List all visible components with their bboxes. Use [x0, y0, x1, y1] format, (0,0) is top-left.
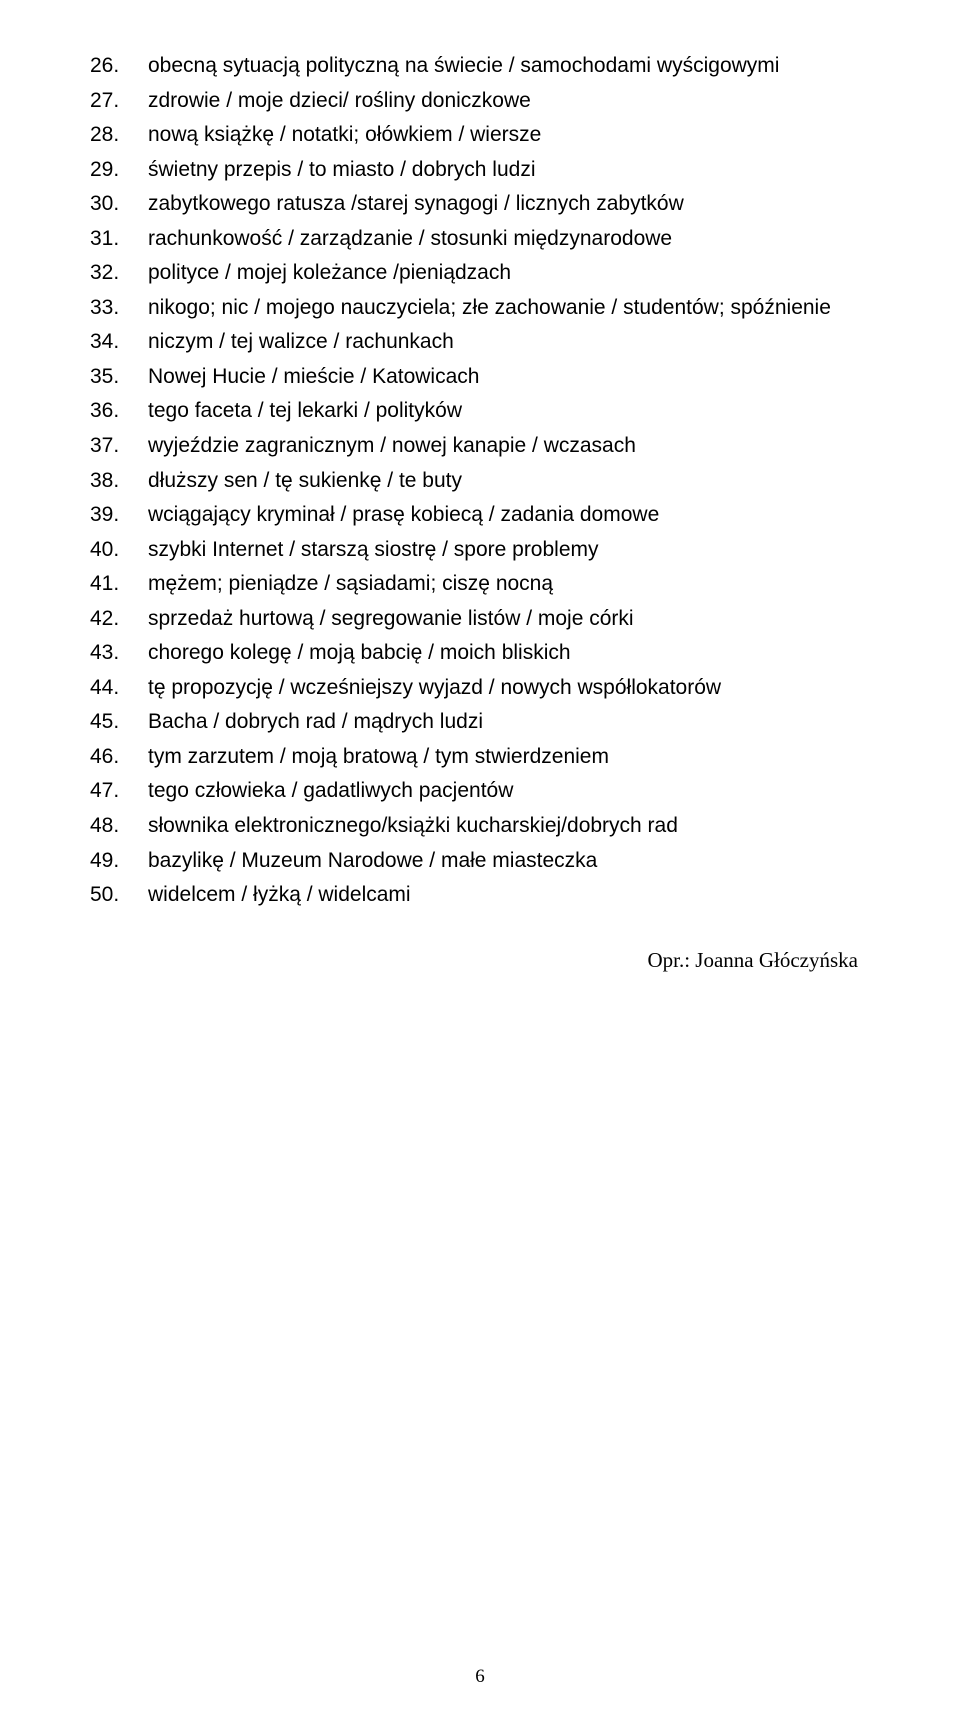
item-number: 33. — [90, 292, 148, 325]
item-text: nową książkę / notatki; ołówkiem / wiers… — [148, 119, 870, 152]
list-item: 45.Bacha / dobrych rad / mądrych ludzi — [90, 706, 870, 739]
item-number: 37. — [90, 430, 148, 463]
list-item: 44.tę propozycję / wcześniejszy wyjazd /… — [90, 672, 870, 705]
item-number: 36. — [90, 395, 148, 428]
item-text: niczym / tej walizce / rachunkach — [148, 326, 870, 359]
list-item: 34.niczym / tej walizce / rachunkach — [90, 326, 870, 359]
item-text: szybki Internet / starszą siostrę / spor… — [148, 534, 870, 567]
list-item: 41.mężem; pieniądze / sąsiadami; ciszę n… — [90, 568, 870, 601]
item-text: wyjeździe zagranicznym / nowej kanapie /… — [148, 430, 870, 463]
item-text: obecną sytuacją polityczną na świecie / … — [148, 50, 870, 83]
list-item: 39.wciągający kryminał / prasę kobiecą /… — [90, 499, 870, 532]
item-number: 35. — [90, 361, 148, 394]
item-text: sprzedaż hurtową / segregowanie listów /… — [148, 603, 870, 636]
page-number: 6 — [0, 1666, 960, 1688]
item-text: nikogo; nic / mojego nauczyciela; złe za… — [148, 292, 870, 325]
item-number: 42. — [90, 603, 148, 636]
list-item: 50.widelcem / łyżką / widelcami — [90, 879, 870, 912]
list-item: 37.wyjeździe zagranicznym / nowej kanapi… — [90, 430, 870, 463]
list-item: 48.słownika elektronicznego/książki kuch… — [90, 810, 870, 843]
list-item: 30.zabytkowego ratusza /starej synagogi … — [90, 188, 870, 221]
list-item: 42.sprzedaż hurtową / segregowanie listó… — [90, 603, 870, 636]
item-text: tę propozycję / wcześniejszy wyjazd / no… — [148, 672, 870, 705]
item-text: tym zarzutem / moją bratową / tym stwier… — [148, 741, 870, 774]
list-item: 38.dłuższy sen / tę sukienkę / te buty — [90, 465, 870, 498]
list-item: 35.Nowej Hucie / mieście / Katowicach — [90, 361, 870, 394]
author-credit: Opr.: Joanna Głóczyńska — [90, 948, 858, 973]
item-text: polityce / mojej koleżance /pieniądzach — [148, 257, 870, 290]
item-number: 40. — [90, 534, 148, 567]
item-text: tego faceta / tej lekarki / polityków — [148, 395, 870, 428]
list-item: 29.świetny przepis / to miasto / dobrych… — [90, 154, 870, 187]
item-number: 27. — [90, 85, 148, 118]
item-number: 29. — [90, 154, 148, 187]
list-item: 33.nikogo; nic / mojego nauczyciela; złe… — [90, 292, 870, 325]
item-text: mężem; pieniądze / sąsiadami; ciszę nocn… — [148, 568, 870, 601]
item-number: 43. — [90, 637, 148, 670]
item-number: 50. — [90, 879, 148, 912]
item-number: 30. — [90, 188, 148, 221]
item-text: widelcem / łyżką / widelcami — [148, 879, 870, 912]
item-number: 44. — [90, 672, 148, 705]
item-number: 49. — [90, 845, 148, 878]
item-text: tego człowieka / gadatliwych pacjentów — [148, 775, 870, 808]
item-number: 32. — [90, 257, 148, 290]
item-number: 38. — [90, 465, 148, 498]
list-item: 36.tego faceta / tej lekarki / polityków — [90, 395, 870, 428]
item-text: bazylikę / Muzeum Narodowe / małe miaste… — [148, 845, 870, 878]
item-number: 45. — [90, 706, 148, 739]
list-item: 47.tego człowieka / gadatliwych pacjentó… — [90, 775, 870, 808]
item-number: 34. — [90, 326, 148, 359]
list-item: 26.obecną sytuacją polityczną na świecie… — [90, 50, 870, 83]
item-text: słownika elektronicznego/książki kuchars… — [148, 810, 870, 843]
item-number: 28. — [90, 119, 148, 152]
numbered-list: 26.obecną sytuacją polityczną na świecie… — [90, 50, 870, 912]
list-item: 49.bazylikę / Muzeum Narodowe / małe mia… — [90, 845, 870, 878]
item-number: 46. — [90, 741, 148, 774]
item-text: zabytkowego ratusza /starej synagogi / l… — [148, 188, 870, 221]
item-number: 41. — [90, 568, 148, 601]
item-number: 48. — [90, 810, 148, 843]
list-item: 46.tym zarzutem / moją bratową / tym stw… — [90, 741, 870, 774]
item-text: zdrowie / moje dzieci/ rośliny doniczkow… — [148, 85, 870, 118]
list-item: 27.zdrowie / moje dzieci/ rośliny donicz… — [90, 85, 870, 118]
item-text: rachunkowość / zarządzanie / stosunki mi… — [148, 223, 870, 256]
list-item: 43.chorego kolegę / moją babcię / moich … — [90, 637, 870, 670]
list-item: 28.nową książkę / notatki; ołówkiem / wi… — [90, 119, 870, 152]
item-text: świetny przepis / to miasto / dobrych lu… — [148, 154, 870, 187]
item-number: 31. — [90, 223, 148, 256]
item-number: 39. — [90, 499, 148, 532]
item-text: dłuższy sen / tę sukienkę / te buty — [148, 465, 870, 498]
item-text: Bacha / dobrych rad / mądrych ludzi — [148, 706, 870, 739]
item-text: chorego kolegę / moją babcię / moich bli… — [148, 637, 870, 670]
list-item: 32.polityce / mojej koleżance /pieniądza… — [90, 257, 870, 290]
item-number: 26. — [90, 50, 148, 83]
list-item: 31.rachunkowość / zarządzanie / stosunki… — [90, 223, 870, 256]
item-text: wciągający kryminał / prasę kobiecą / za… — [148, 499, 870, 532]
item-text: Nowej Hucie / mieście / Katowicach — [148, 361, 870, 394]
item-number: 47. — [90, 775, 148, 808]
list-item: 40.szybki Internet / starszą siostrę / s… — [90, 534, 870, 567]
